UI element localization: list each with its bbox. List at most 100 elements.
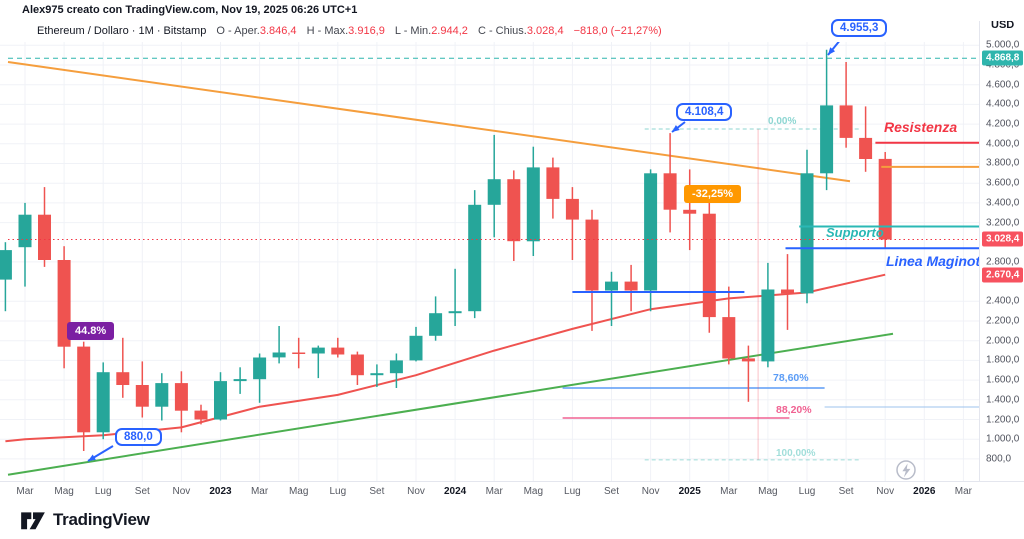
price-tick: 4.200,0 <box>986 118 1020 130</box>
price-tick: 4.600,0 <box>986 79 1020 91</box>
candle-2024-08[interactable] <box>585 209 599 331</box>
price-tick: 4.400,0 <box>986 98 1020 110</box>
tradingview-logo-text: TradingView <box>53 510 150 529</box>
attribution-bar: Alex975 creato con TradingView.com, Nov … <box>0 0 1024 21</box>
candle-2024-01[interactable] <box>448 268 462 326</box>
fib-label-7860: 78,60% <box>773 372 809 384</box>
price-tick: 3.600,0 <box>986 177 1020 189</box>
lightning-icon[interactable] <box>896 460 916 480</box>
time-tick-2025: 2025 <box>678 486 701 497</box>
candle-2022-12[interactable] <box>194 404 208 425</box>
candle-2022-09[interactable] <box>135 361 149 418</box>
price-tick: 1.000,0 <box>986 433 1020 445</box>
resistenza-label[interactable]: Resistenza <box>884 119 958 135</box>
candle-2022-04[interactable] <box>38 187 51 267</box>
candle-2023-12[interactable] <box>429 296 443 341</box>
measure-badge-3225[interactable]: -32,25% <box>684 185 741 203</box>
price-tick: 800,0 <box>986 453 1012 465</box>
candle-2022-06[interactable] <box>77 341 91 451</box>
candle-2024-10[interactable] <box>624 264 638 312</box>
candle-2024-02[interactable] <box>468 190 482 319</box>
symbol-title[interactable]: Ethereum / Dollaro · 1M · Bitstamp <box>37 25 207 37</box>
candle-2023-11[interactable] <box>409 326 423 362</box>
candle-2023-07[interactable] <box>331 337 345 358</box>
candle-2025-10[interactable] <box>859 106 873 172</box>
candle-2024-12[interactable] <box>663 133 677 233</box>
time-tick-Mar: Mar <box>16 486 34 497</box>
time-tick-Set: Set <box>134 486 150 497</box>
time-axis[interactable]: Mar Mag Lug Set Nov 2023 Mar Mag Lug Set Nov 2024 Ma… <box>0 481 1024 502</box>
price-chart[interactable] <box>0 0 979 481</box>
currency-label: USD <box>991 19 1015 31</box>
close-value: 3.028,4 <box>526 25 564 37</box>
candle-2023-02[interactable] <box>233 367 247 394</box>
descending-resistance-trendline[interactable] <box>7 61 851 183</box>
time-tick-Set: Set <box>603 486 619 497</box>
candle-2022-05[interactable] <box>57 246 71 369</box>
tradingview-logo[interactable]: TradingView <box>20 509 150 531</box>
measure-badge-448[interactable]: 44.8% <box>67 322 115 340</box>
price-tick: 2.800,0 <box>986 256 1020 268</box>
supporto-label[interactable]: Supporto <box>826 225 884 240</box>
candle-2025-02[interactable] <box>702 197 716 333</box>
candle-2022-08[interactable] <box>116 337 130 398</box>
time-tick-Lug: Lug <box>564 486 581 497</box>
candle-2025-09[interactable] <box>839 62 853 148</box>
candle-2024-09[interactable] <box>605 271 618 326</box>
time-tick-Mar: Mar <box>720 486 738 497</box>
candle-2025-08[interactable] <box>820 49 834 191</box>
candle-2022-07[interactable] <box>96 362 110 440</box>
price-tick: 1.200,0 <box>986 414 1020 425</box>
price-callout-4955[interactable]: 4.955,3 <box>831 19 888 37</box>
low-label: L - Min. <box>394 25 432 37</box>
time-tick-Mag: Mag <box>758 486 778 497</box>
time-tick-Lug: Lug <box>798 486 816 497</box>
candle-2024-04[interactable] <box>507 170 521 261</box>
candle-2023-06[interactable] <box>311 345 325 379</box>
candle-2025-04[interactable] <box>741 345 755 402</box>
candle-2023-05[interactable] <box>292 337 306 369</box>
candle-2025-03[interactable] <box>722 286 736 365</box>
price-tick: 1.600,0 <box>986 374 1020 386</box>
candle-2024-05[interactable] <box>526 146 540 256</box>
candle-2023-03[interactable] <box>253 353 267 403</box>
time-tick-Nov: Nov <box>641 486 660 497</box>
attribution-text: Alex975 creato con TradingView.com, Nov … <box>22 4 358 16</box>
candle-2023-01[interactable] <box>214 372 227 421</box>
candle-2023-04[interactable] <box>272 326 286 364</box>
candle-2024-03[interactable] <box>487 134 501 238</box>
price-badge-2.670,4: 2.670,4 <box>982 267 1024 283</box>
linea-maginot-label[interactable]: Linea Maginot <box>886 253 981 269</box>
candle-2023-10[interactable] <box>389 353 403 389</box>
ascending-support-trendline[interactable] <box>7 332 894 476</box>
fib-label-8820: 88,20% <box>776 404 812 416</box>
price-tick: 2.400,0 <box>986 295 1020 307</box>
price-callout-880[interactable]: 880,0 <box>115 428 162 446</box>
low-value: 2.944,2 <box>431 25 468 37</box>
moving-average[interactable] <box>5 273 886 443</box>
candle-2022-02[interactable] <box>0 242 12 312</box>
price-tick: 4.000,0 <box>986 138 1020 150</box>
price-tick: 2.000,0 <box>986 335 1020 347</box>
candle-2025-01[interactable] <box>683 169 697 251</box>
price-axis[interactable]: USD 5.000,04.800,04.600,04.400,04.200,04… <box>979 0 1024 481</box>
tradingview-logo-icon <box>21 512 45 530</box>
time-tick-Mag: Mag <box>288 486 309 497</box>
candle-2022-03[interactable] <box>18 202 32 287</box>
candle-2024-07[interactable] <box>565 187 579 260</box>
price-callout-4108[interactable]: 4.108,4 <box>676 103 733 121</box>
symbol-info-bar[interactable]: Ethereum / Dollaro · 1M · Bitstamp O - A… <box>0 21 979 42</box>
open-value: 3.846,4 <box>259 25 297 37</box>
candle-2024-11[interactable] <box>644 169 658 312</box>
candle-2025-11[interactable] <box>878 152 892 248</box>
high-label: H - Max. <box>306 25 349 37</box>
callout-arrow <box>87 445 114 462</box>
callout-arrow <box>671 121 686 133</box>
candle-2024-06[interactable] <box>546 157 560 219</box>
candle-2023-08[interactable] <box>350 351 364 385</box>
candle-2025-06[interactable] <box>781 254 794 330</box>
candle-2025-05[interactable] <box>761 262 775 368</box>
candle-2022-10[interactable] <box>155 373 169 421</box>
candle-2023-09[interactable] <box>370 364 384 387</box>
candle-2022-11[interactable] <box>174 371 188 433</box>
